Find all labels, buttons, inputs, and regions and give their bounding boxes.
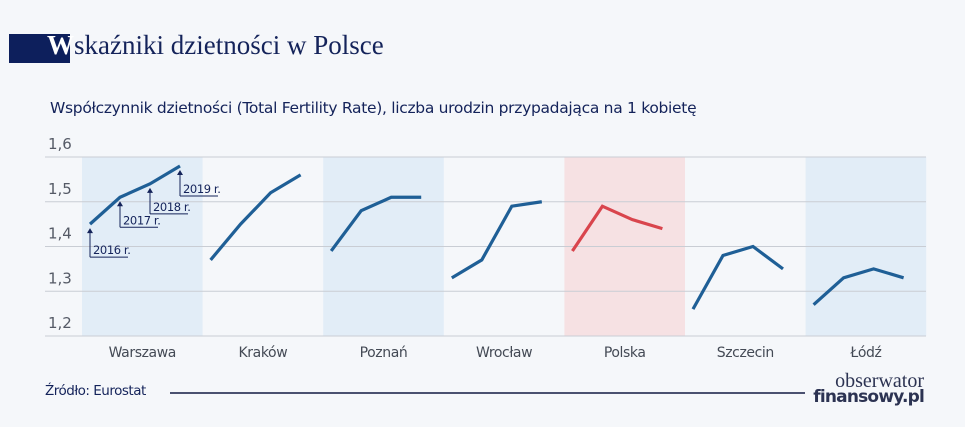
- series-line-2: [329, 195, 422, 252]
- year-annotation: 2019 r.: [183, 182, 220, 196]
- title-rest: skaźniki dzietności w Polsce: [74, 30, 384, 60]
- logo-line1: obserwator: [835, 370, 924, 392]
- series-line-6: [812, 267, 905, 306]
- title-first-letter: W: [47, 30, 74, 60]
- chart-subtitle: Współczynnik dzietności (Total Fertility…: [50, 99, 697, 117]
- year-annotation: 2018 r.: [153, 200, 190, 214]
- year-annotation: 2017 r.: [123, 213, 160, 227]
- x-tick-label: Szczecin: [717, 345, 774, 361]
- y-tick-label: 1,4: [48, 225, 72, 243]
- year-annotation: 2016 r.: [93, 243, 130, 257]
- x-tick-label: Kraków: [239, 345, 288, 361]
- x-tick-label: Łódź: [849, 345, 881, 361]
- arrow-icon: [177, 169, 183, 175]
- arrow-icon: [147, 187, 153, 193]
- arrow-icon: [87, 228, 93, 234]
- footer-divider: [170, 392, 805, 394]
- series-line-4: [571, 204, 663, 252]
- page-title: Wskaźniki dzietności w Polsce: [47, 30, 384, 61]
- series-line-0: [88, 164, 181, 226]
- x-tick-label: Poznań: [360, 345, 408, 361]
- y-tick-label: 1,5: [48, 180, 72, 198]
- arrow-icon: [117, 201, 123, 207]
- source-label: Źródło: Eurostat: [45, 383, 146, 399]
- series-line-1: [209, 173, 302, 261]
- series-line-3: [450, 200, 543, 280]
- x-tick-label: Warszawa: [109, 345, 176, 361]
- x-tick-label: Polska: [604, 345, 646, 361]
- y-tick-label: 1,2: [48, 314, 72, 332]
- title-accent-block: [9, 34, 70, 63]
- logo: obserwator finansowy.pl: [812, 370, 925, 407]
- series-line-5: [691, 244, 784, 310]
- y-tick-label: 1,6: [48, 135, 72, 153]
- y-tick-label: 1,3: [48, 269, 72, 287]
- x-tick-label: Wrocław: [476, 345, 532, 361]
- logo-line2: finansowy.pl: [813, 387, 925, 407]
